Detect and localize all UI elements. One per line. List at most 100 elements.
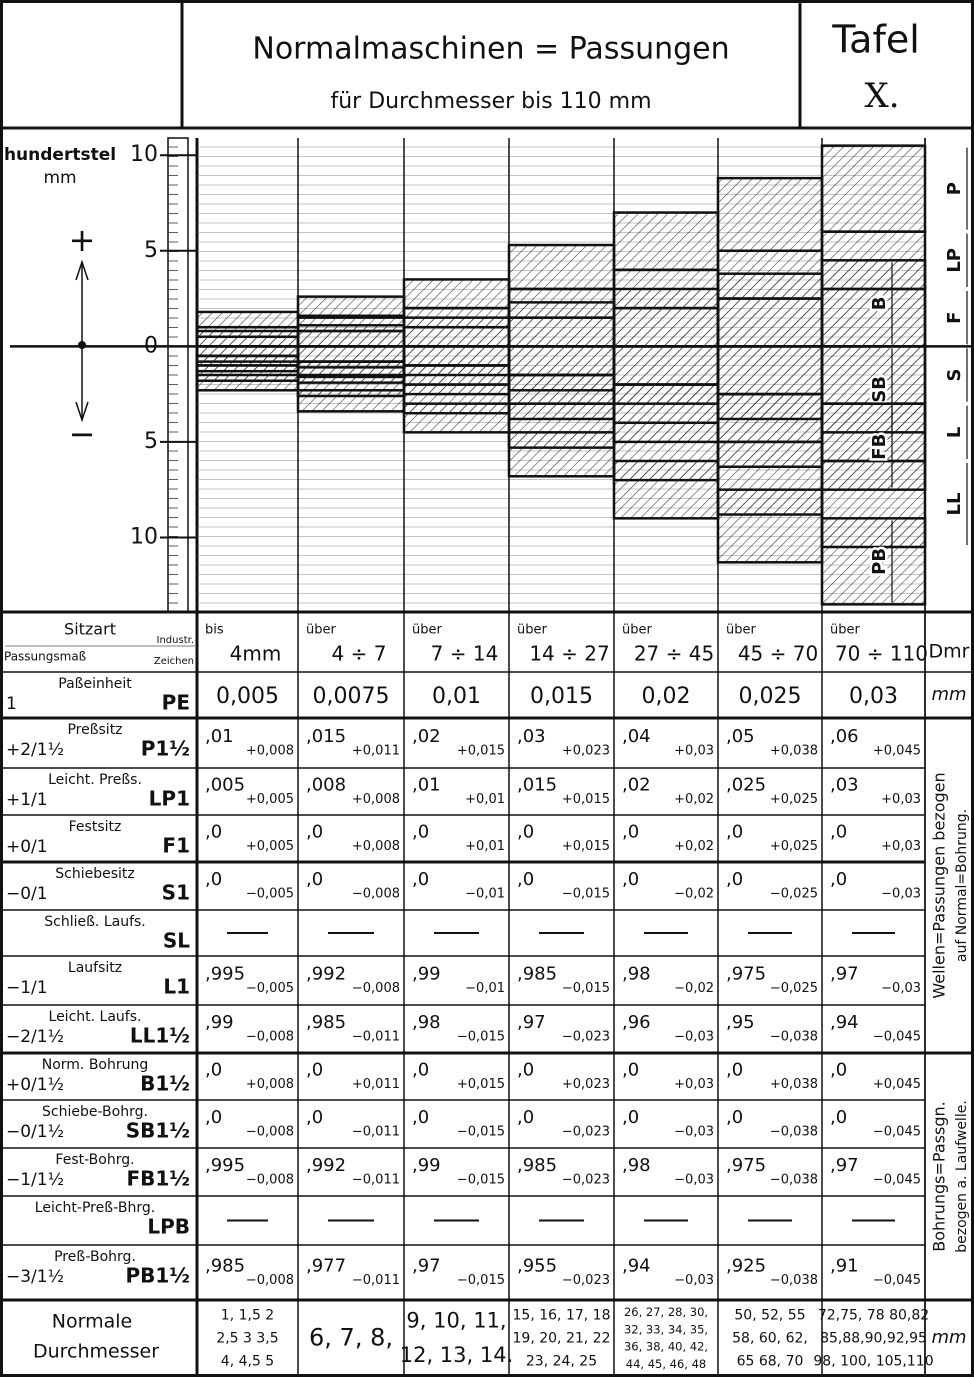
cell-tolerance: −0,015 xyxy=(457,1125,505,1140)
cell-nominal: ,98 xyxy=(622,964,651,985)
cell-nominal: ,0 xyxy=(306,822,323,843)
cell-tolerance: +0,03 xyxy=(881,792,921,807)
cell-nominal: ,0 xyxy=(412,869,429,890)
cell-tolerance: −0,023 xyxy=(562,1030,610,1045)
cell-nominal: ,995 xyxy=(205,1155,245,1176)
cell-value: 0,0075 xyxy=(313,684,390,709)
cell-tolerance: +0,011 xyxy=(352,1077,400,1092)
cell-nominal: ,985 xyxy=(205,1256,245,1277)
cell-tolerance: −0,015 xyxy=(457,1273,505,1288)
cell-tolerance: −0,038 xyxy=(770,1125,818,1140)
cell-tolerance: −0,023 xyxy=(562,1173,610,1188)
tolerance-zone xyxy=(298,325,404,346)
column-prefix: über xyxy=(412,623,442,638)
tolerance-zone xyxy=(404,279,509,308)
diameter-list: 98, 100, 105,110 xyxy=(813,1354,933,1370)
cell-nominal: ,008 xyxy=(306,775,346,796)
cell-tolerance: −0,005 xyxy=(246,887,294,902)
cell-nominal: ,0 xyxy=(205,869,222,890)
cell-tolerance: +0,008 xyxy=(352,792,400,807)
cell-tolerance: +0,015 xyxy=(457,744,505,759)
cell-nominal: ,0 xyxy=(622,869,639,890)
fit-name: Schiebesitz xyxy=(55,866,134,882)
cell-nominal: ,91 xyxy=(830,1256,859,1277)
cell-tolerance: −0,008 xyxy=(246,1030,294,1045)
cell-nominal: ,01 xyxy=(205,726,234,747)
cell-tolerance: −0,005 xyxy=(246,981,294,996)
cell-tolerance: −0,011 xyxy=(352,1273,400,1288)
column-range: 45 ÷ 70 xyxy=(738,642,818,666)
subtitle: für Durchmesser bis 110 mm xyxy=(330,89,651,114)
diameter-list: 9, 10, 11, xyxy=(406,1308,506,1332)
cell-nominal: ,01 xyxy=(412,775,441,796)
tolerance-zone xyxy=(404,365,509,394)
cell-tolerance: +0,03 xyxy=(881,839,921,854)
tolerance-zone xyxy=(614,385,718,442)
tolerance-zone xyxy=(404,318,509,347)
cell-value: 0,025 xyxy=(739,684,802,709)
cell-tolerance: +0,03 xyxy=(674,1077,714,1092)
column-range: 7 ÷ 14 xyxy=(431,642,499,666)
zone-label: SB xyxy=(869,376,890,403)
fit-name: Leicht. Preßs. xyxy=(48,772,142,788)
column-range: 4 ÷ 7 xyxy=(332,642,387,666)
cell-nominal: ,955 xyxy=(517,1256,557,1277)
header-zeichen: Zeichen xyxy=(154,656,194,667)
zone-label: PB xyxy=(869,548,890,575)
fit-symbol: P1½ xyxy=(141,737,190,761)
fit-symbol: S1 xyxy=(162,881,190,905)
cell-nominal: ,97 xyxy=(830,964,859,985)
group-label: auf Normal=Bohrung. xyxy=(954,809,970,962)
tolerance-zone xyxy=(197,375,298,390)
cell-tolerance: −0,045 xyxy=(873,1125,921,1140)
cell-tolerance: +0,015 xyxy=(562,839,610,854)
cell-nominal: ,99 xyxy=(412,964,441,985)
tolerance-zone xyxy=(614,289,718,346)
cell-tolerance: −0,008 xyxy=(246,1125,294,1140)
tolerance-zone xyxy=(509,302,614,346)
cell-tolerance: −0,011 xyxy=(352,1030,400,1045)
plate-number: X. xyxy=(864,76,899,116)
cell-value: 0,03 xyxy=(849,684,898,709)
tick-label: 10 xyxy=(130,142,158,167)
diameter-list: 12, 13, 14. xyxy=(400,1343,514,1367)
column-prefix: über xyxy=(517,623,547,638)
tolerance-zone xyxy=(509,375,614,419)
cell-tolerance: −0,025 xyxy=(770,981,818,996)
cell-nominal: ,0 xyxy=(726,822,743,843)
column-prefix: über xyxy=(726,623,756,638)
cell-tolerance: +0,02 xyxy=(674,792,714,807)
cell-nominal: ,0 xyxy=(726,1060,743,1081)
cell-tolerance: −0,045 xyxy=(873,1273,921,1288)
fit-name: Festsitz xyxy=(69,819,122,835)
cell-tolerance: +0,025 xyxy=(770,792,818,807)
cell-tolerance: +0,038 xyxy=(770,1077,818,1092)
cell-tolerance: −0,02 xyxy=(674,981,714,996)
cell-tolerance: +0,045 xyxy=(873,744,921,759)
tolerance-zone xyxy=(614,461,718,518)
cell-nominal: ,97 xyxy=(412,1256,441,1277)
diameter-list: 72,75, 78 80,82 xyxy=(818,1308,929,1324)
fit-symbol: LPB xyxy=(147,1215,190,1239)
cell-tolerance: −0,03 xyxy=(674,1273,714,1288)
diameter-list: 58, 60, 62, xyxy=(732,1331,808,1347)
cell-nominal: ,985 xyxy=(517,964,557,985)
cell-nominal: ,0 xyxy=(205,1060,222,1081)
zone-label: F xyxy=(944,312,965,324)
cell-value: 0,015 xyxy=(530,684,593,709)
cell-nominal: ,925 xyxy=(726,1256,766,1277)
column-unit: Dmr xyxy=(929,641,970,663)
fit-ratio: +2/1½ xyxy=(6,740,64,760)
zone-label: LL xyxy=(944,493,965,516)
diameter-list: 6, 7, 8, xyxy=(309,1324,393,1352)
fit-ratio: −1/1½ xyxy=(6,1170,64,1190)
cell-tolerance: −0,01 xyxy=(465,981,505,996)
title: Normalmaschinen = Passungen xyxy=(252,32,729,67)
diameters-unit: mm xyxy=(931,1327,966,1348)
fit-name: Paßeinheit xyxy=(58,676,132,692)
tolerance-zone xyxy=(298,362,404,383)
cell-nominal: ,97 xyxy=(830,1155,859,1176)
cell-tolerance: −0,015 xyxy=(457,1030,505,1045)
cell-tolerance: −0,023 xyxy=(562,1125,610,1140)
fit-ratio: 1 xyxy=(6,694,17,714)
